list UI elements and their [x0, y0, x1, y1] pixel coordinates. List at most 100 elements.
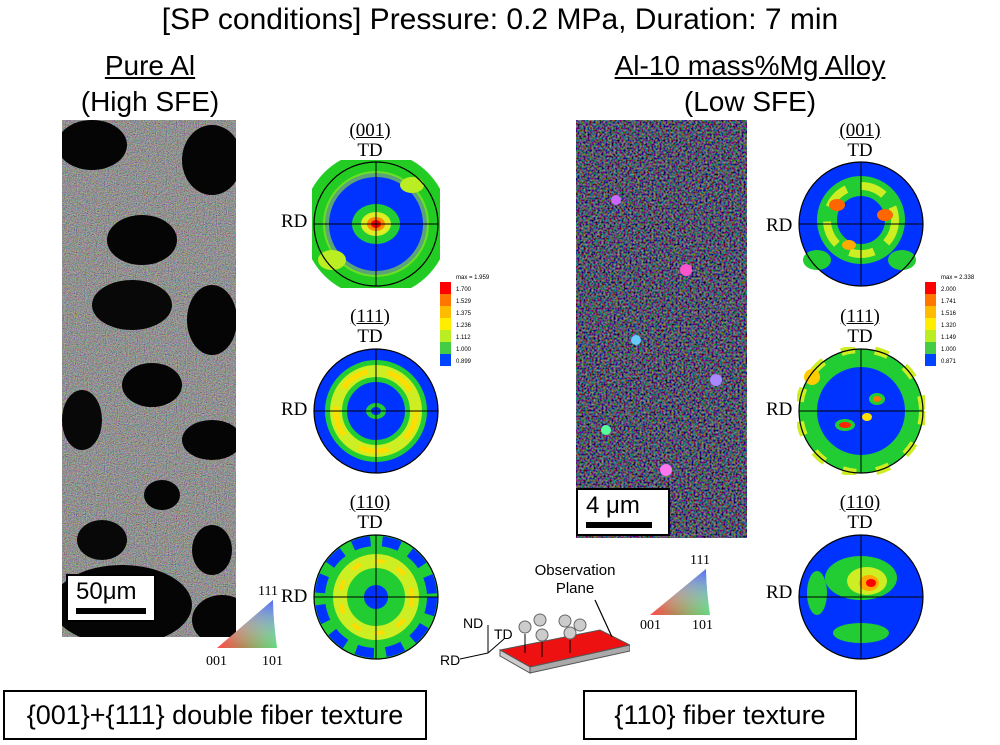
- right-pf1-rd: RD: [766, 215, 793, 236]
- left-pf1-rd: RD: [281, 211, 308, 232]
- plane-label: Plane: [555, 580, 595, 597]
- left-scale-line: [76, 608, 146, 614]
- left-legend-row: 1.529: [440, 294, 500, 306]
- left-legend-swatch: [440, 318, 451, 330]
- right-ipf-label-101: 101: [692, 618, 713, 633]
- right-legend-swatch: [925, 318, 936, 330]
- right-legend-level: 1.149: [941, 335, 957, 341]
- left-legend-level: 1.529: [456, 299, 472, 305]
- left-pf2-td: TD: [357, 326, 383, 347]
- left-legend-swatch: [440, 294, 451, 306]
- left-legend-row: 0.899: [440, 354, 500, 366]
- left-legend-row: 1.112: [440, 330, 500, 342]
- figure-title: [SP conditions] Pressure: 0.2 MPa, Durat…: [161, 3, 839, 36]
- left-pf3-td: TD: [357, 512, 383, 533]
- right-legend-row: 1.000: [925, 342, 985, 354]
- left-legend-level: 0.899: [456, 359, 472, 365]
- left-scale-bar: 50μm: [66, 574, 156, 622]
- right-legend-swatch: [925, 330, 936, 342]
- left-pf3-rd: RD: [281, 586, 308, 607]
- left-pf1: [312, 160, 440, 288]
- left-pf1-td: TD: [357, 140, 383, 161]
- left-ipf-label-111: 111: [258, 584, 278, 599]
- left-ipf-label-101: 101: [262, 654, 283, 669]
- left-legend-swatch: [440, 342, 451, 354]
- left-legend-level: 1.700: [456, 287, 472, 293]
- right-pf1: [798, 161, 924, 287]
- right-legend-level: 1.741: [941, 299, 957, 305]
- left-sample-sfe: (High SFE): [80, 86, 220, 117]
- right-legend: max = 2.338 2.000 1.741 1.516 1.320 1.149 1.0…: [925, 275, 985, 366]
- right-ipf-label-001: 001: [640, 618, 661, 633]
- right-ebsd-map-svg: [576, 120, 747, 538]
- left-legend-row: 1.700: [440, 282, 500, 294]
- left-legend-swatch: [440, 354, 451, 366]
- left-legend-level: 1.000: [456, 347, 472, 353]
- left-pf3: [313, 534, 439, 660]
- right-legend-row: 2.000: [925, 282, 985, 294]
- right-legend-swatch: [925, 354, 936, 366]
- right-legend-level: 1.320: [941, 323, 957, 329]
- left-ipf-triangle: [217, 600, 277, 648]
- right-pf3-rd: RD: [766, 582, 793, 603]
- left-pf2-rd: RD: [281, 399, 308, 420]
- left-legend-level: 1.375: [456, 311, 472, 317]
- right-legend-row: 0.871: [925, 354, 985, 366]
- right-legend-swatch: [925, 282, 936, 294]
- axis-td: TD: [494, 626, 513, 642]
- left-pf1-plane: (001): [349, 120, 391, 141]
- right-pf2-plane: (111): [840, 306, 880, 327]
- left-legend-level: 1.236: [456, 323, 472, 329]
- left-legend-rows: 1.700 1.529 1.375 1.236 1.112 1.000 0.899: [440, 282, 500, 366]
- right-legend-rows: 2.000 1.741 1.516 1.320 1.149 1.000 0.871: [925, 282, 985, 366]
- right-pf2: [797, 347, 925, 475]
- right-legend-row: 1.516: [925, 306, 985, 318]
- right-legend-swatch: [925, 294, 936, 306]
- right-pf3: [798, 534, 924, 660]
- left-ipf-label-001: 001: [206, 654, 227, 669]
- observation-plane-label: Observation Plane: [525, 562, 625, 598]
- left-scale-label: 50μm: [76, 578, 137, 605]
- right-sample-name: Al-10 mass%Mg Alloy: [614, 50, 886, 81]
- right-legend-swatch: [925, 306, 936, 318]
- right-pf1-td: TD: [847, 140, 873, 161]
- right-legend-row: 1.320: [925, 318, 985, 330]
- sample-schematic: [459, 599, 630, 674]
- right-ipf-label-111: 111: [690, 553, 710, 568]
- right-pf2-rd: RD: [766, 399, 793, 420]
- left-legend-row: 1.236: [440, 318, 500, 330]
- left-legend: max = 1.959 1.700 1.529 1.375 1.236 1.112 1.0…: [440, 275, 500, 366]
- axis-nd: ND: [463, 615, 484, 631]
- left-legend-row: 1.375: [440, 306, 500, 318]
- left-sample-name: Pure Al: [104, 50, 196, 81]
- right-scale-label: 4 μm: [586, 492, 640, 519]
- axis-rd: RD: [440, 652, 461, 668]
- left-pf3-plane: (110): [349, 492, 391, 513]
- right-scale-bar: 4 μm: [576, 488, 670, 536]
- left-legend-swatch: [440, 282, 451, 294]
- right-legend-level: 1.516: [941, 311, 957, 317]
- right-legend-row: 1.741: [925, 294, 985, 306]
- left-ebsd-map: [52, 120, 252, 645]
- right-scale-line: [586, 522, 652, 528]
- left-legend-row: 1.000: [440, 342, 500, 354]
- right-legend-max: max = 2.338: [941, 275, 975, 281]
- left-summary: {001}+{111} double fiber texture: [3, 690, 427, 740]
- right-pf3-plane: (110): [839, 492, 881, 513]
- left-pf2: [313, 348, 439, 474]
- observation-label: Observation: [534, 562, 616, 579]
- right-legend-row: 1.149: [925, 330, 985, 342]
- right-legend-level: 0.871: [941, 359, 957, 365]
- left-ebsd-map-svg: [52, 120, 252, 645]
- left-legend-max: max = 1.959: [456, 275, 490, 281]
- left-legend-swatch: [440, 306, 451, 318]
- right-ipf-triangle: [650, 569, 710, 615]
- right-pf1-plane: (001): [839, 120, 881, 141]
- right-pf2-td: TD: [847, 326, 873, 347]
- left-legend-level: 1.112: [456, 335, 471, 341]
- right-legend-swatch: [925, 342, 936, 354]
- left-legend-swatch: [440, 330, 451, 342]
- right-summary: {110} fiber texture: [583, 690, 857, 740]
- right-sample-sfe: (Low SFE): [683, 86, 817, 117]
- right-legend-level: 2.000: [941, 287, 957, 293]
